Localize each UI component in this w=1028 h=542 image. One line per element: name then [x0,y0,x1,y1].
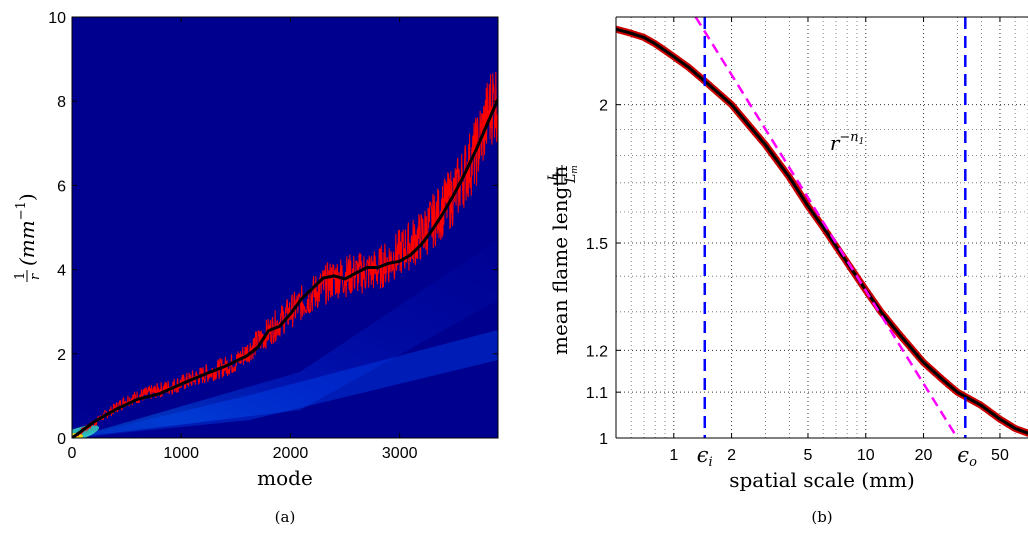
y-ticks-a: 0 2 4 6 8 10 [48,10,498,448]
x-ticks-b: 1 2 5 10 20 50 [669,17,1009,464]
panel-label-a: (a) [275,508,296,526]
vline-labels-b: ϵi ϵo [697,443,977,470]
series-power-law [694,17,959,438]
series-group-a [72,71,498,438]
x-tick-label-a: 1000 [163,445,199,462]
x-axis-label-a: mode [257,466,313,490]
y-axis-label-a: 1 r (mm−1) [13,193,43,282]
y-tick-label-b: 2 [599,98,608,115]
x-tick-label-a: 0 [68,445,77,462]
y-tick-label-a: 10 [48,10,66,27]
x-tick-label-b: 20 [915,447,933,464]
vline-label-inner: ϵi [697,443,713,470]
y-label-a-unit: (mm−1) [14,193,39,266]
y-label-b-text: mean flame length [548,166,572,355]
series-black-mean [72,98,498,438]
slope-annotation: r−n1 [830,130,865,155]
x-tick-label-a: 3000 [382,445,418,462]
density-hotspot [72,378,252,438]
x-tick-label-b: 2 [727,447,736,464]
axes-frame-a [71,16,499,439]
y-tick-label-b: 1.5 [586,236,608,253]
series-group-b [616,17,1028,438]
y-tick-label-b: 1 [599,431,608,448]
series-flame-length [616,27,1028,435]
y-tick-label-a: 8 [57,94,66,111]
y-label-a-frac-den: r [28,273,43,280]
y-label-b-frac-den: Lm [563,165,580,184]
y-axis-label-b: mean flame length L Lm [546,165,580,355]
y-ticks-b: 1 1.1 1.2 1.5 2 [586,98,621,448]
density-band [72,240,498,438]
x-tick-label-b: 5 [804,447,813,464]
x-tick-label-a: 2000 [273,445,309,462]
x-ticks-a: 0 1000 2000 3000 [68,17,418,462]
heatmap-panel-a: 0 1000 2000 3000 0 2 4 6 8 10 mode 1 r (mm−1) (a… [13,10,499,526]
y-tick-label-a: 6 [57,178,66,195]
vline-label-outer: ϵo [957,443,977,470]
y-label-b-frac-num: L [546,172,562,182]
y-tick-label-b: 1.2 [586,343,608,360]
y-label-a-frac-num: 1 [13,272,28,280]
x-tick-label-b: 10 [857,447,875,464]
y-tick-label-a: 4 [57,263,66,280]
line-panel-b: 1 2 5 10 20 50 1 1.1 1.2 1.5 2 ϵi ϵo spatial scale… [546,16,1028,526]
x-tick-label-b: 1 [669,447,678,464]
panel-label-b: (b) [811,508,832,526]
y-tick-label-b: 1.1 [586,385,608,402]
grid-b [616,17,1028,438]
x-axis-label-b: spatial scale (mm) [729,468,915,492]
x-tick-label-b: 50 [991,447,1009,464]
y-tick-label-a: 2 [57,347,66,364]
y-tick-label-a: 0 [57,431,66,448]
